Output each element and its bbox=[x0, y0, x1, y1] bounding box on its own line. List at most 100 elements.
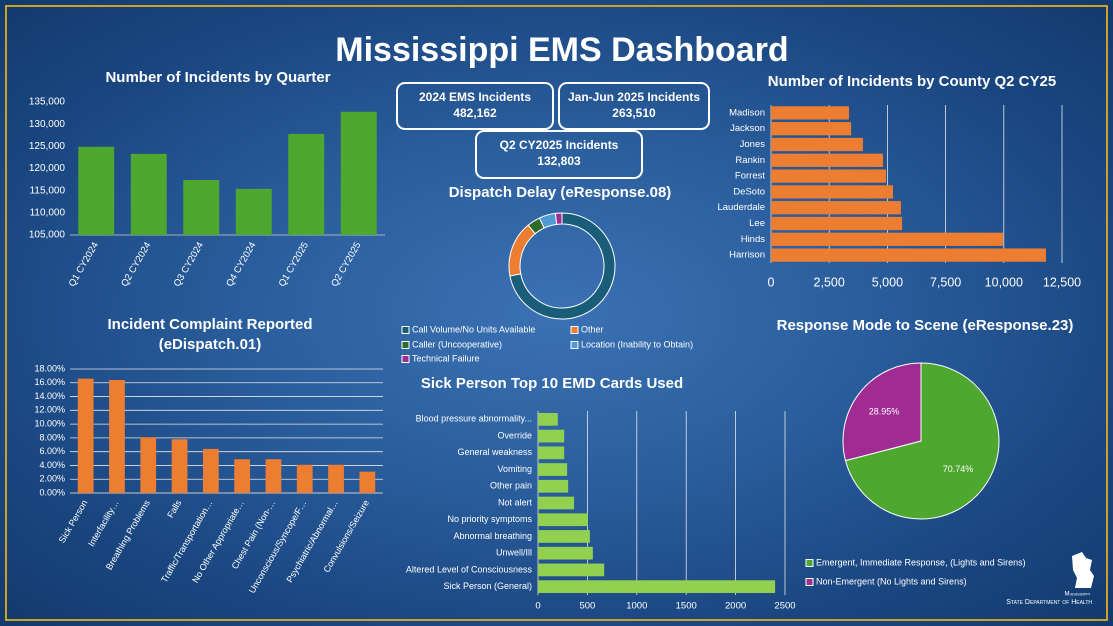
x-tick-label: 5,000 bbox=[872, 275, 903, 289]
x-tick-label: 500 bbox=[579, 601, 595, 612]
bar bbox=[771, 122, 852, 136]
y-tick-label: Madison bbox=[729, 107, 765, 118]
x-tick-label: Q4 CY2024 bbox=[224, 240, 258, 289]
x-tick-label: Q2 CY2025 bbox=[329, 240, 363, 289]
bar bbox=[771, 248, 1046, 262]
kpi-label: Jan-Jun 2025 Incidents bbox=[568, 90, 700, 104]
y-tick-label: No priority symptoms bbox=[447, 514, 532, 524]
bar bbox=[328, 464, 344, 493]
kpi-value: 263,510 bbox=[612, 106, 656, 120]
slice bbox=[844, 362, 1000, 520]
legend-swatch bbox=[805, 578, 814, 586]
bar bbox=[771, 216, 903, 231]
bar bbox=[109, 380, 125, 493]
y-tick-label: DeSoto bbox=[733, 186, 765, 197]
chart-title: Number of Incidents by County Q2 CY25 bbox=[767, 73, 1057, 90]
y-tick-label: 110,000 bbox=[30, 207, 66, 218]
y-tick-label: Other pain bbox=[490, 481, 532, 491]
bar bbox=[538, 446, 565, 460]
bar bbox=[771, 169, 887, 183]
chart-title: Response Mode to Scene (eResponse.23) bbox=[776, 317, 1074, 334]
bar bbox=[171, 439, 188, 493]
y-tick-label: Jones bbox=[740, 139, 766, 150]
x-tick-label: 2,500 bbox=[814, 275, 845, 289]
legend-swatch bbox=[805, 559, 814, 567]
bar bbox=[771, 185, 893, 199]
chart-title: Dispatch Delay (eResponse.08) bbox=[448, 184, 672, 201]
legend-label: Technical Failure bbox=[412, 353, 480, 363]
x-tick-label: Interfacility… bbox=[86, 498, 121, 548]
bar bbox=[202, 448, 219, 493]
chart-title: Number of Incidents by Quarter bbox=[105, 69, 331, 86]
x-tick-label: 0 bbox=[535, 601, 540, 612]
x-tick-label: 7,500 bbox=[930, 275, 961, 289]
y-tick-label: Vomiting bbox=[497, 464, 532, 474]
legend-label: Call Volume/No Units Available bbox=[412, 324, 535, 334]
y-tick-label: Not alert bbox=[498, 497, 533, 507]
kpi-value: 482,162 bbox=[453, 106, 497, 120]
frame-border bbox=[5, 5, 1108, 621]
bar bbox=[235, 188, 272, 235]
value-label: 28.95% bbox=[869, 407, 900, 417]
y-tick-label: Altered Level of Consciousness bbox=[406, 564, 533, 574]
y-tick-label: 130,000 bbox=[29, 119, 66, 130]
x-tick-label: 0 bbox=[768, 275, 775, 289]
y-tick-label: Hinds bbox=[741, 234, 766, 245]
legend-swatch bbox=[401, 341, 410, 349]
bar bbox=[340, 111, 377, 235]
bar bbox=[771, 137, 863, 152]
x-tick-label: 1500 bbox=[676, 601, 697, 612]
bar bbox=[296, 464, 313, 493]
bar bbox=[538, 546, 593, 560]
y-tick-label: 10.00% bbox=[34, 418, 65, 428]
bar bbox=[140, 437, 157, 493]
bar bbox=[183, 180, 220, 235]
kpi-label: 2024 EMS Incidents bbox=[419, 90, 531, 104]
y-tick-label: 4.00% bbox=[39, 460, 65, 470]
bar bbox=[771, 201, 901, 215]
legend-label: Non-Emergent (No Lights and Sirens) bbox=[816, 576, 967, 586]
x-tick-label: Q3 CY2024 bbox=[172, 240, 206, 289]
slice bbox=[554, 212, 563, 225]
y-tick-label: Unwell/Ill bbox=[496, 548, 532, 558]
logo-line2: State Department of Health bbox=[1006, 599, 1092, 606]
x-tick-label: Q2 CY2024 bbox=[119, 240, 153, 289]
bar bbox=[130, 153, 167, 235]
y-tick-label: Sick Person (General) bbox=[443, 581, 532, 591]
bar bbox=[288, 133, 325, 235]
legend-swatch bbox=[401, 355, 410, 363]
kpi-box bbox=[558, 82, 710, 130]
bar bbox=[771, 106, 849, 120]
kpi-box bbox=[475, 130, 643, 179]
kpi-value: 132,803 bbox=[537, 154, 581, 168]
bar bbox=[265, 459, 282, 493]
x-tick-label: 12,500 bbox=[1043, 275, 1081, 289]
kpi-box bbox=[396, 82, 554, 130]
x-tick-label: 2000 bbox=[725, 601, 746, 612]
bar bbox=[538, 530, 590, 543]
y-tick-label: Harrison bbox=[729, 250, 765, 261]
y-tick-label: Jackson bbox=[730, 123, 765, 134]
y-tick-label: 12.00% bbox=[34, 405, 65, 415]
y-tick-label: Abnormal breathing bbox=[453, 531, 532, 541]
legend-label: Caller (Uncooperative) bbox=[412, 339, 502, 349]
y-tick-label: 120,000 bbox=[29, 163, 66, 174]
bar bbox=[538, 413, 558, 426]
y-tick-label: Forrest bbox=[735, 171, 765, 182]
bar bbox=[78, 146, 115, 235]
y-tick-label: 115,000 bbox=[30, 185, 66, 196]
legend-label: Location (Inability to Obtain) bbox=[581, 339, 693, 349]
y-tick-label: 18.00% bbox=[34, 363, 65, 373]
bar bbox=[77, 378, 94, 493]
slice bbox=[508, 224, 536, 277]
bar bbox=[538, 463, 568, 476]
bar bbox=[771, 153, 883, 167]
slice bbox=[842, 362, 922, 462]
x-tick-label: 2500 bbox=[774, 601, 795, 612]
y-tick-label: 8.00% bbox=[39, 432, 65, 442]
bar bbox=[538, 496, 575, 510]
y-tick-label: 135,000 bbox=[29, 97, 66, 108]
bar bbox=[771, 232, 1004, 246]
x-tick-label: 1000 bbox=[626, 601, 647, 612]
